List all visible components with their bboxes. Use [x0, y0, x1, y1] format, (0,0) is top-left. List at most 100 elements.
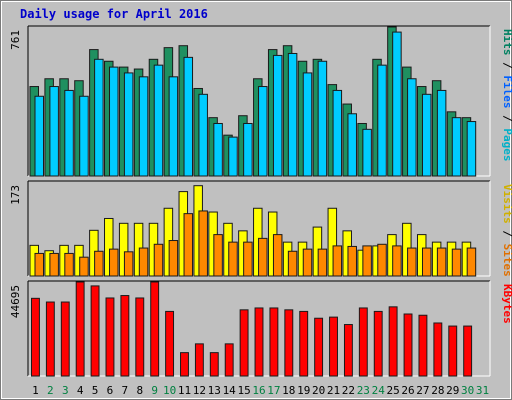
- x-tick-label-day-5: 5: [92, 384, 99, 397]
- bar-kbytes-day-5: [90, 285, 100, 377]
- bar-kbytes-day-30: [463, 325, 473, 377]
- bar-files-day-16: [258, 86, 268, 177]
- y-max-label: 44695: [9, 285, 22, 318]
- bar-files-day-6: [109, 66, 119, 177]
- bar-kbytes-day-7: [120, 295, 130, 377]
- bar-kbytes-day-22: [343, 324, 353, 377]
- bar-sites-day-26: [407, 247, 417, 277]
- bar-files-day-18: [287, 52, 298, 177]
- bar-files-day-20: [317, 60, 328, 177]
- bar-visits-day-6: [104, 217, 114, 277]
- bar-sites-day-15: [243, 241, 253, 277]
- y-max-label: 761: [9, 30, 22, 50]
- x-tick-label-day-20: 20: [312, 384, 325, 397]
- bar-files-day-10: [168, 76, 179, 177]
- bar-kbytes-day-4: [75, 281, 85, 377]
- legend-item-visits: Visits: [501, 184, 512, 224]
- bar-files-day-22: [347, 113, 357, 177]
- bar-files-day-26: [407, 78, 417, 177]
- x-tick-label-day-30: 30: [461, 384, 474, 397]
- legend: Visits / Sites: [501, 184, 512, 277]
- bar-sites-day-9: [153, 243, 164, 277]
- x-tick-label-day-9: 9: [151, 384, 158, 397]
- bar-kbytes-day-29: [448, 325, 458, 377]
- bar-visits-day-7: [118, 222, 129, 277]
- bar-sites-day-21: [332, 245, 343, 277]
- bar-sites-day-12: [198, 210, 208, 277]
- x-tick-label-day-14: 14: [223, 384, 237, 397]
- bar-kbytes-day-11: [180, 352, 189, 377]
- x-tick-label-day-4: 4: [77, 384, 84, 397]
- bar-kbytes-day-14: [224, 343, 234, 377]
- bar-kbytes-day-15: [239, 309, 249, 377]
- x-tick-label-day-6: 6: [107, 384, 114, 397]
- bar-sites-day-20: [317, 248, 328, 277]
- bar-kbytes-day-18: [284, 309, 294, 377]
- x-tick-label-day-29: 29: [446, 384, 459, 397]
- bar-kbytes-day-27: [418, 314, 428, 377]
- x-tick-label-day-27: 27: [416, 384, 429, 397]
- bar-sites-day-5: [94, 250, 104, 277]
- bar-sites-day-6: [109, 248, 119, 277]
- bar-kbytes-day-9: [150, 281, 160, 377]
- x-tick-label-day-1: 1: [32, 384, 39, 397]
- bar-files-day-5: [94, 58, 104, 177]
- bar-files-day-21: [332, 89, 343, 177]
- bar-files-day-25: [392, 31, 402, 177]
- bar-sites-day-17: [272, 234, 283, 277]
- bar-kbytes-day-23: [358, 307, 368, 377]
- bar-kbytes-day-21: [329, 316, 338, 377]
- bar-sites-day-4: [79, 256, 89, 277]
- bar-kbytes-day-6: [105, 297, 115, 377]
- bar-sites-day-8: [138, 247, 149, 277]
- chart-title: Daily usage for April 2016: [20, 7, 208, 21]
- x-tick-label-day-7: 7: [122, 384, 129, 397]
- bar-kbytes-day-8: [135, 297, 145, 377]
- x-tick-label-day-19: 19: [297, 384, 310, 397]
- bar-sites-day-30: [466, 247, 477, 277]
- x-tick-label-day-15: 15: [237, 384, 250, 397]
- bar-files-day-12: [198, 93, 208, 177]
- x-tick-label-day-11: 11: [178, 384, 191, 397]
- bar-sites-day-16: [258, 237, 268, 277]
- bar-files-day-4: [79, 95, 89, 177]
- bar-sites-day-1: [34, 252, 44, 277]
- bar-visits-day-21: [327, 207, 338, 277]
- x-tick-label-day-8: 8: [136, 384, 143, 397]
- bar-sites-day-14: [228, 241, 238, 277]
- x-tick-label-day-31: 31: [476, 384, 489, 397]
- bar-files-day-23: [362, 128, 372, 177]
- bar-kbytes-day-26: [403, 313, 413, 377]
- x-tick-label-day-13: 13: [208, 384, 221, 397]
- bar-files-day-15: [243, 122, 253, 177]
- bar-sites-day-27: [421, 247, 432, 277]
- bar-files-day-28: [436, 89, 447, 177]
- bar-kbytes-day-2: [45, 301, 55, 377]
- bar-sites-day-23: [362, 245, 372, 277]
- legend-separator: /: [501, 224, 512, 244]
- x-tick-label-day-18: 18: [282, 384, 295, 397]
- legend: Hits / Files / Pages: [501, 29, 512, 162]
- bar-kbytes-day-17: [269, 307, 279, 377]
- bar-sites-day-2: [49, 252, 59, 277]
- bar-files-day-8: [138, 76, 149, 177]
- bar-files-day-2: [49, 86, 59, 177]
- y-max-label: 173: [9, 185, 22, 205]
- bar-kbytes-day-25: [388, 306, 398, 377]
- legend-item-hits: Hits: [501, 29, 512, 56]
- bar-kbytes-day-16: [254, 307, 264, 377]
- x-tick-label-day-28: 28: [431, 384, 444, 397]
- x-tick-label-day-10: 10: [163, 384, 176, 397]
- bar-files-day-27: [421, 93, 432, 177]
- x-tick-label-day-17: 17: [267, 384, 280, 397]
- legend-item-files: Files: [501, 75, 512, 108]
- bar-sites-day-29: [451, 248, 462, 277]
- bar-kbytes-day-20: [314, 317, 324, 377]
- bar-files-day-11: [183, 56, 194, 177]
- bar-sites-day-24: [377, 243, 387, 277]
- legend-separator: /: [501, 109, 512, 129]
- legend-item-pages: Pages: [501, 128, 512, 161]
- bar-files-day-14: [228, 136, 238, 177]
